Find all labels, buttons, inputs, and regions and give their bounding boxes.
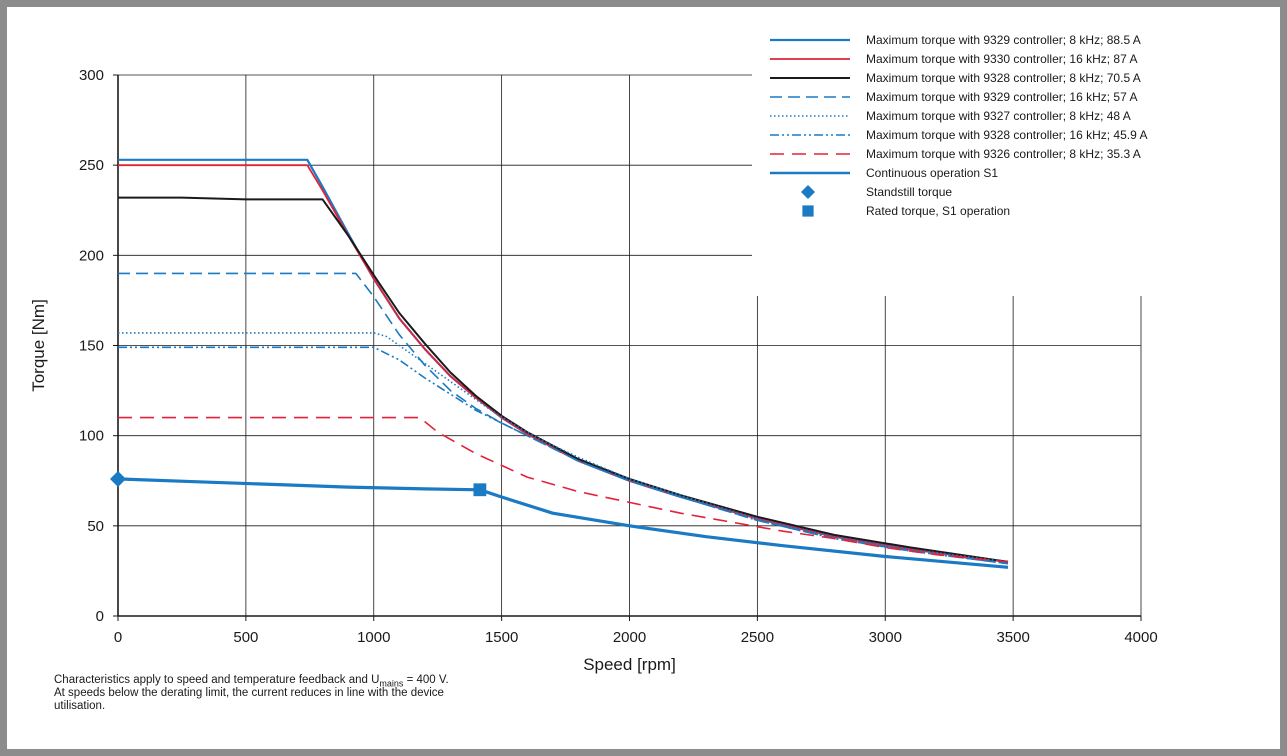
legend-entry-marker-2: Rated torque, S1 operation bbox=[866, 204, 1010, 218]
legend-diamond-icon bbox=[801, 185, 815, 199]
y-tick-label: 200 bbox=[79, 247, 104, 264]
y-tick-label: 300 bbox=[79, 67, 104, 84]
series-line-4 bbox=[118, 272, 1009, 565]
x-tick-label: 0 bbox=[114, 629, 122, 646]
rated-torque-marker bbox=[473, 483, 487, 497]
footnote-line-2: At speeds below the derating limit, the … bbox=[54, 687, 444, 712]
x-tick-label: 2000 bbox=[613, 629, 646, 646]
legend-entry-marker-1: Standstill torque bbox=[866, 185, 952, 199]
x-tick-label: 1000 bbox=[357, 629, 390, 646]
legend-entry-7: Maximum torque with 9326 controller; 8 k… bbox=[866, 147, 1141, 161]
series-line-3 bbox=[118, 196, 1009, 563]
legend: Maximum torque with 9329 controller; 8 k… bbox=[770, 33, 1147, 218]
x-tick-label: 3000 bbox=[869, 629, 902, 646]
footnote: Characteristics apply to speed and tempe… bbox=[54, 674, 494, 713]
y-tick-label: 50 bbox=[87, 518, 104, 535]
x-axis-label: Speed [rpm] bbox=[583, 655, 676, 674]
footnote-subscript: mains bbox=[379, 678, 404, 689]
series-line-7 bbox=[118, 416, 1009, 563]
legend-entry-3: Maximum torque with 9328 controller; 8 k… bbox=[866, 71, 1141, 85]
legend-entry-4: Maximum torque with 9329 controller; 16 … bbox=[866, 90, 1137, 104]
legend-entry-8: Continuous operation S1 bbox=[866, 166, 998, 180]
series-lines bbox=[117, 158, 1009, 569]
legend-entry-5: Maximum torque with 9327 controller; 8 k… bbox=[866, 109, 1131, 123]
y-tick-label: 250 bbox=[79, 157, 104, 174]
x-tick-label: 2500 bbox=[741, 629, 774, 646]
series-line-8 bbox=[117, 477, 1009, 569]
y-tick-label: 0 bbox=[96, 608, 104, 625]
y-axis-label: Torque [Nm] bbox=[29, 299, 48, 392]
legend-entry-2: Maximum torque with 9330 controller; 16 … bbox=[866, 52, 1137, 66]
series-line-5 bbox=[118, 332, 1009, 563]
series-line-2 bbox=[118, 164, 1009, 563]
y-tick-label: 150 bbox=[79, 338, 104, 355]
series-line-6 bbox=[118, 346, 1009, 565]
footnote-line-1-end: = 400 V. bbox=[403, 674, 449, 686]
x-tick-label: 4000 bbox=[1124, 629, 1157, 646]
data-markers bbox=[110, 470, 487, 497]
legend-entry-6: Maximum torque with 9328 controller; 16 … bbox=[866, 128, 1147, 142]
legend-entry-1: Maximum torque with 9329 controller; 8 k… bbox=[866, 33, 1141, 47]
footnote-line-1-text: Characteristics apply to speed and tempe… bbox=[54, 674, 380, 686]
x-tick-label: 1500 bbox=[485, 629, 518, 646]
footnote-line-1: Characteristics apply to speed and tempe… bbox=[54, 674, 494, 689]
x-tick-label: 3500 bbox=[996, 629, 1029, 646]
tick-labels: 0 500 1000 1500 2000 2500 3000 3500 4000 0 50 100 15… bbox=[79, 67, 1158, 646]
standstill-torque-marker bbox=[110, 470, 126, 487]
legend-square-icon bbox=[802, 205, 814, 217]
series-line-1 bbox=[118, 158, 1009, 563]
y-tick-label: 100 bbox=[79, 428, 104, 445]
x-tick-label: 500 bbox=[233, 629, 258, 646]
